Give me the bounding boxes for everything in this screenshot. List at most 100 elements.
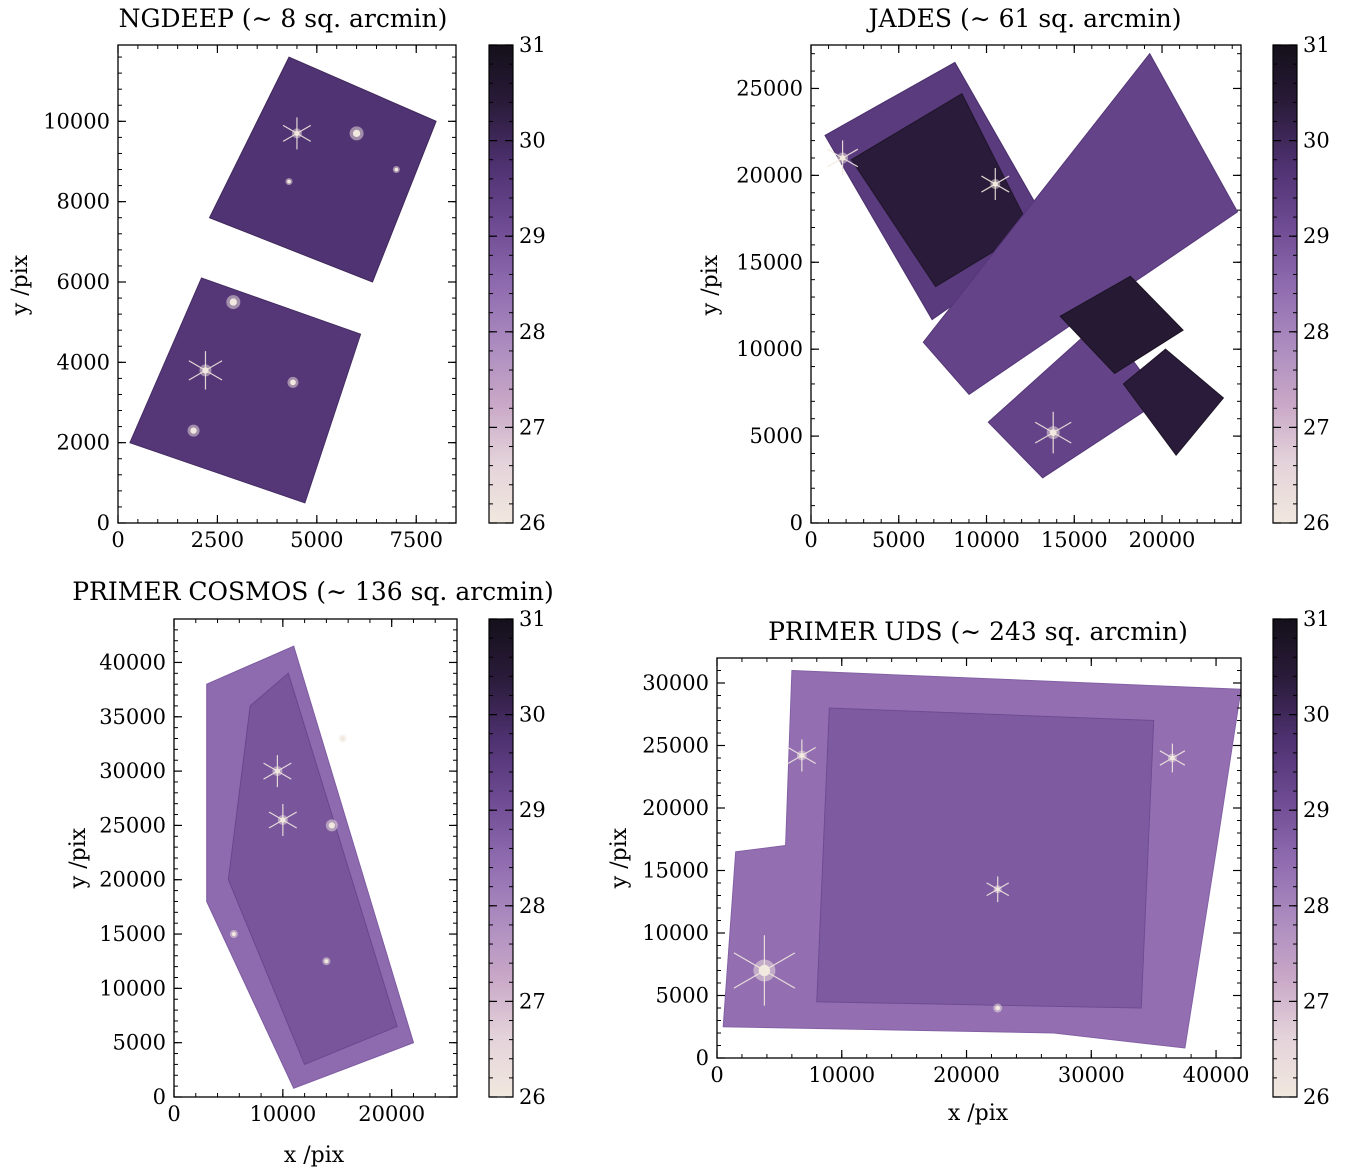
y-tick-label: 6000 — [57, 270, 110, 294]
panel-primer-cosmos: PRIMER COSMOS (∼ 136 sq. arcmin) 0 10000 2… — [66, 577, 554, 1168]
x-tick-label: 20000 — [933, 1063, 1000, 1087]
bright-source — [758, 964, 771, 977]
colorbar-tick-label: 26 — [519, 1085, 546, 1109]
bright-source — [229, 298, 237, 306]
y-tick-label: 0 — [97, 511, 110, 535]
panel-title: PRIMER UDS (∼ 243 sq. arcmin) — [768, 617, 1188, 646]
footprint-layer — [722, 669, 1241, 1049]
colorbar-tick-label: 28 — [519, 320, 546, 344]
plot-area: 0 10000 20000 30000 40000 0 5000 10000 15000 2000… — [642, 657, 1249, 1087]
footprint-layer — [824, 52, 1239, 479]
footprint-layer — [129, 56, 437, 504]
plot-area: 0 2500 5000 7500 0 2000 4000 6000 8000 10000 — [43, 44, 457, 552]
survey-footprint — [1059, 275, 1184, 375]
colorbar: 26 27 28 29 30 31 — [1272, 33, 1330, 535]
bright-source — [799, 752, 805, 759]
bright-source — [992, 181, 998, 187]
y-tick-label: 15000 — [642, 859, 709, 883]
bright-source — [995, 887, 1000, 892]
survey-footprint — [227, 672, 398, 1066]
bright-source — [1170, 755, 1175, 761]
y-tick-label: 25000 — [642, 734, 709, 758]
colorbar-tick-label: 28 — [1303, 320, 1330, 344]
colorbar-tick-label: 27 — [1303, 415, 1330, 439]
colorbar-tick-label: 27 — [519, 989, 546, 1013]
colorbar-tick-label: 30 — [1303, 703, 1330, 727]
bright-source — [294, 130, 300, 136]
bright-source — [202, 367, 209, 374]
y-tick-label: 4000 — [57, 350, 110, 374]
bright-source — [190, 427, 197, 434]
y-tick-label: 0 — [790, 511, 803, 535]
bright-source — [394, 167, 399, 172]
y-tick-label: 10000 — [642, 921, 709, 945]
colorbar: 26 27 28 29 30 31 — [1272, 607, 1330, 1109]
colorbar-tick-label: 28 — [1303, 894, 1330, 918]
bright-source — [328, 822, 335, 829]
x-tick-label: 30000 — [1058, 1063, 1125, 1087]
colorbar-tick-label: 29 — [1303, 224, 1330, 248]
y-tick-label: 5000 — [113, 1031, 166, 1055]
x-tick-label: 5000 — [290, 528, 343, 552]
y-tick-label: 30000 — [99, 759, 166, 783]
panel-primer-uds: PRIMER UDS (∼ 243 sq. arcmin) 0 10000 2000… — [607, 607, 1330, 1126]
y-tick-label: 2000 — [57, 431, 110, 455]
y-tick-label: 15000 — [99, 922, 166, 946]
bright-source — [280, 817, 286, 823]
y-axis-label: y /pix — [607, 827, 632, 889]
y-tick-label: 20000 — [736, 163, 803, 187]
colorbar: 26 27 28 29 30 31 — [488, 607, 546, 1109]
colorbar-tick-label: 27 — [1303, 989, 1330, 1013]
x-tick-label: 5000 — [872, 528, 925, 552]
y-tick-label: 30000 — [642, 671, 709, 695]
x-axis-label: x /pix — [948, 1101, 1009, 1126]
panel-ngdeep: NGDEEP (∼ 8 sq. arcmin) 0 2500 5000 7500 0 20… — [8, 4, 546, 552]
colorbar-tick-label: 29 — [519, 798, 546, 822]
colorbar-tick-label: 30 — [1303, 129, 1330, 153]
x-tick-label: 0 — [111, 528, 124, 552]
colorbar-gradient — [488, 44, 514, 524]
x-tick-label: 15000 — [1041, 528, 1108, 552]
y-tick-label: 5000 — [656, 984, 709, 1008]
x-tick-label: 20000 — [1129, 528, 1196, 552]
y-tick-label: 10000 — [99, 976, 166, 1000]
y-tick-label: 35000 — [99, 705, 166, 729]
y-tick-label: 8000 — [57, 190, 110, 214]
y-tick-label: 15000 — [736, 250, 803, 274]
bright-source — [1049, 429, 1057, 436]
bright-source — [231, 931, 236, 937]
x-tick-label: 20000 — [358, 1102, 425, 1126]
colorbar-tick-label: 26 — [1303, 511, 1330, 535]
colorbar-tick-label: 29 — [519, 224, 546, 248]
y-tick-label: 0 — [696, 1046, 709, 1070]
bright-source — [324, 959, 329, 964]
colorbar-tick-label: 28 — [519, 894, 546, 918]
colorbar-tick-label: 26 — [519, 511, 546, 535]
survey-footprint — [1122, 348, 1225, 457]
colorbar-gradient — [488, 618, 514, 1098]
colorbar-tick-label: 31 — [519, 607, 546, 631]
panel-jades: JADES (∼ 61 sq. arcmin) 0 5000 10000 15000 2… — [698, 4, 1330, 552]
bright-source — [274, 768, 281, 774]
panel-title: PRIMER COSMOS (∼ 136 sq. arcmin) — [72, 577, 554, 606]
footprint-layer — [206, 645, 415, 1089]
y-tick-label: 10000 — [43, 109, 110, 133]
colorbar-tick-label: 30 — [519, 703, 546, 727]
y-tick-label: 20000 — [642, 796, 709, 820]
x-axis-label: x /pix — [284, 1143, 345, 1168]
survey-footprint — [208, 56, 437, 283]
bright-source — [839, 155, 846, 161]
colorbar-tick-label: 31 — [519, 33, 546, 57]
y-tick-label: 25000 — [99, 813, 166, 837]
colorbar-tick-label: 29 — [1303, 798, 1330, 822]
y-tick-label: 40000 — [99, 650, 166, 674]
x-tick-label: 10000 — [808, 1063, 875, 1087]
bright-source — [287, 179, 291, 184]
colorbar-gradient — [1272, 44, 1298, 524]
plot-frame — [810, 44, 1242, 524]
panel-title: JADES (∼ 61 sq. arcmin) — [866, 4, 1182, 33]
colorbar-tick-label: 27 — [519, 415, 546, 439]
y-tick-label: 0 — [153, 1085, 166, 1109]
y-tick-label: 20000 — [99, 868, 166, 892]
